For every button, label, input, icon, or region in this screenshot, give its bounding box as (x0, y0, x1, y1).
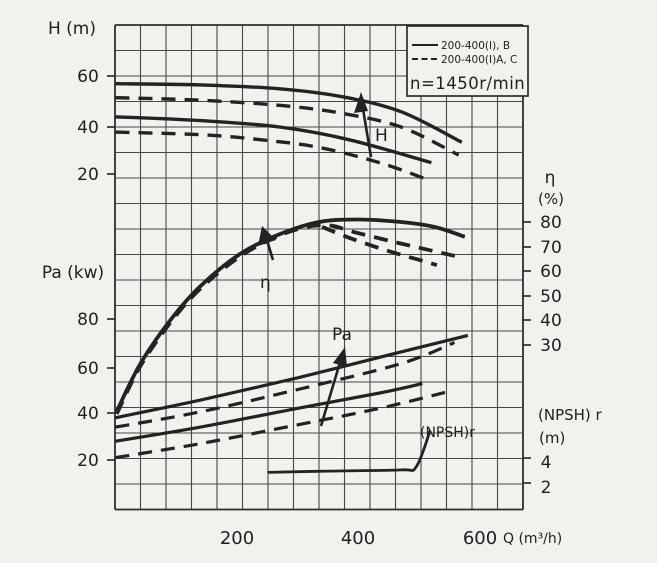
pa-axis: Pa (kw) 80 60 40 20 (42, 263, 104, 471)
npsh-axis-unit: (m) (539, 429, 565, 447)
q-axis: 200 400 600 Q (m³/h) (220, 528, 562, 549)
npsh-tick-4: 4 (541, 453, 552, 473)
curve-H-solid-lower (115, 115, 432, 165)
eta-tick-30: 30 (540, 336, 562, 356)
q-tick-200: 200 (220, 528, 254, 549)
legend-dashed-label: 200-400(I)A, C (441, 54, 517, 66)
eta-tick-50: 50 (540, 287, 562, 307)
legend-box: 200-400(I), B 200-400(I)A, C n=1450r/min (406, 25, 529, 97)
eta-tick-60: 60 (540, 262, 562, 282)
h-axis: H (m) 60 40 20 (48, 19, 99, 185)
eta-axis: η (%) 80 70 60 50 40 30 (538, 168, 564, 356)
q-tick-600: 600 (463, 528, 497, 549)
legend-frame (406, 25, 529, 97)
npsh-axis: (NPSH) r (m) 4 2 (538, 406, 603, 498)
eta-curve-label: η (260, 273, 271, 293)
pa-arrow (319, 347, 347, 427)
legend-speed-label: n=1450r/min (410, 74, 525, 93)
q-axis-title: Q (m³/h) (503, 531, 562, 547)
pa-tick-40: 40 (77, 404, 99, 424)
pa-tick-60: 60 (77, 359, 99, 379)
q-tick-400: 400 (341, 528, 375, 549)
npsh-tick-2: 2 (541, 478, 552, 498)
curve-annotations: H η Pa (NPSH)r (258, 92, 475, 441)
curve-Pa-solid-upper (115, 333, 469, 420)
npsh-curve-label: (NPSH)r (420, 425, 475, 441)
pa-axis-title: Pa (kw) (42, 263, 104, 283)
performance-curves (114, 82, 469, 474)
eta-tick-40: 40 (540, 311, 562, 331)
curve-Pa-dashed-upper (115, 341, 456, 429)
axis-ticks (107, 75, 531, 484)
curve-H-dashed-lower (115, 130, 431, 183)
h-axis-title: H (m) (48, 19, 96, 39)
curve-Pa-dashed-lower (115, 390, 448, 460)
curve-eta-dashed (114, 223, 458, 415)
pa-tick-80: 80 (77, 310, 99, 330)
eta-arrow (258, 226, 276, 261)
legend-solid-label: 200-400(I), B (441, 40, 510, 52)
eta-tick-80: 80 (540, 213, 562, 233)
curve-H-dashed-upper-AC (115, 96, 460, 157)
eta-axis-unit: (%) (538, 190, 564, 208)
curve-H-solid-upper-B (115, 82, 463, 144)
h-tick-60: 60 (77, 67, 99, 87)
pa-tick-20: 20 (77, 451, 99, 471)
curve-Pa-solid-lower (115, 382, 423, 443)
eta-tick-70: 70 (540, 238, 562, 258)
npsh-axis-title: (NPSH) r (538, 406, 603, 424)
curve-NPSHr (267, 429, 432, 474)
curve-eta-solid (115, 217, 466, 413)
pa-curve-label: Pa (332, 325, 352, 345)
curve-eta-dashed-2 (321, 225, 438, 267)
h-tick-40: 40 (77, 118, 99, 138)
eta-axis-title: η (545, 168, 556, 188)
h-tick-20: 20 (77, 165, 99, 185)
h-arrow (354, 92, 373, 158)
h-curve-label: H (375, 126, 388, 146)
